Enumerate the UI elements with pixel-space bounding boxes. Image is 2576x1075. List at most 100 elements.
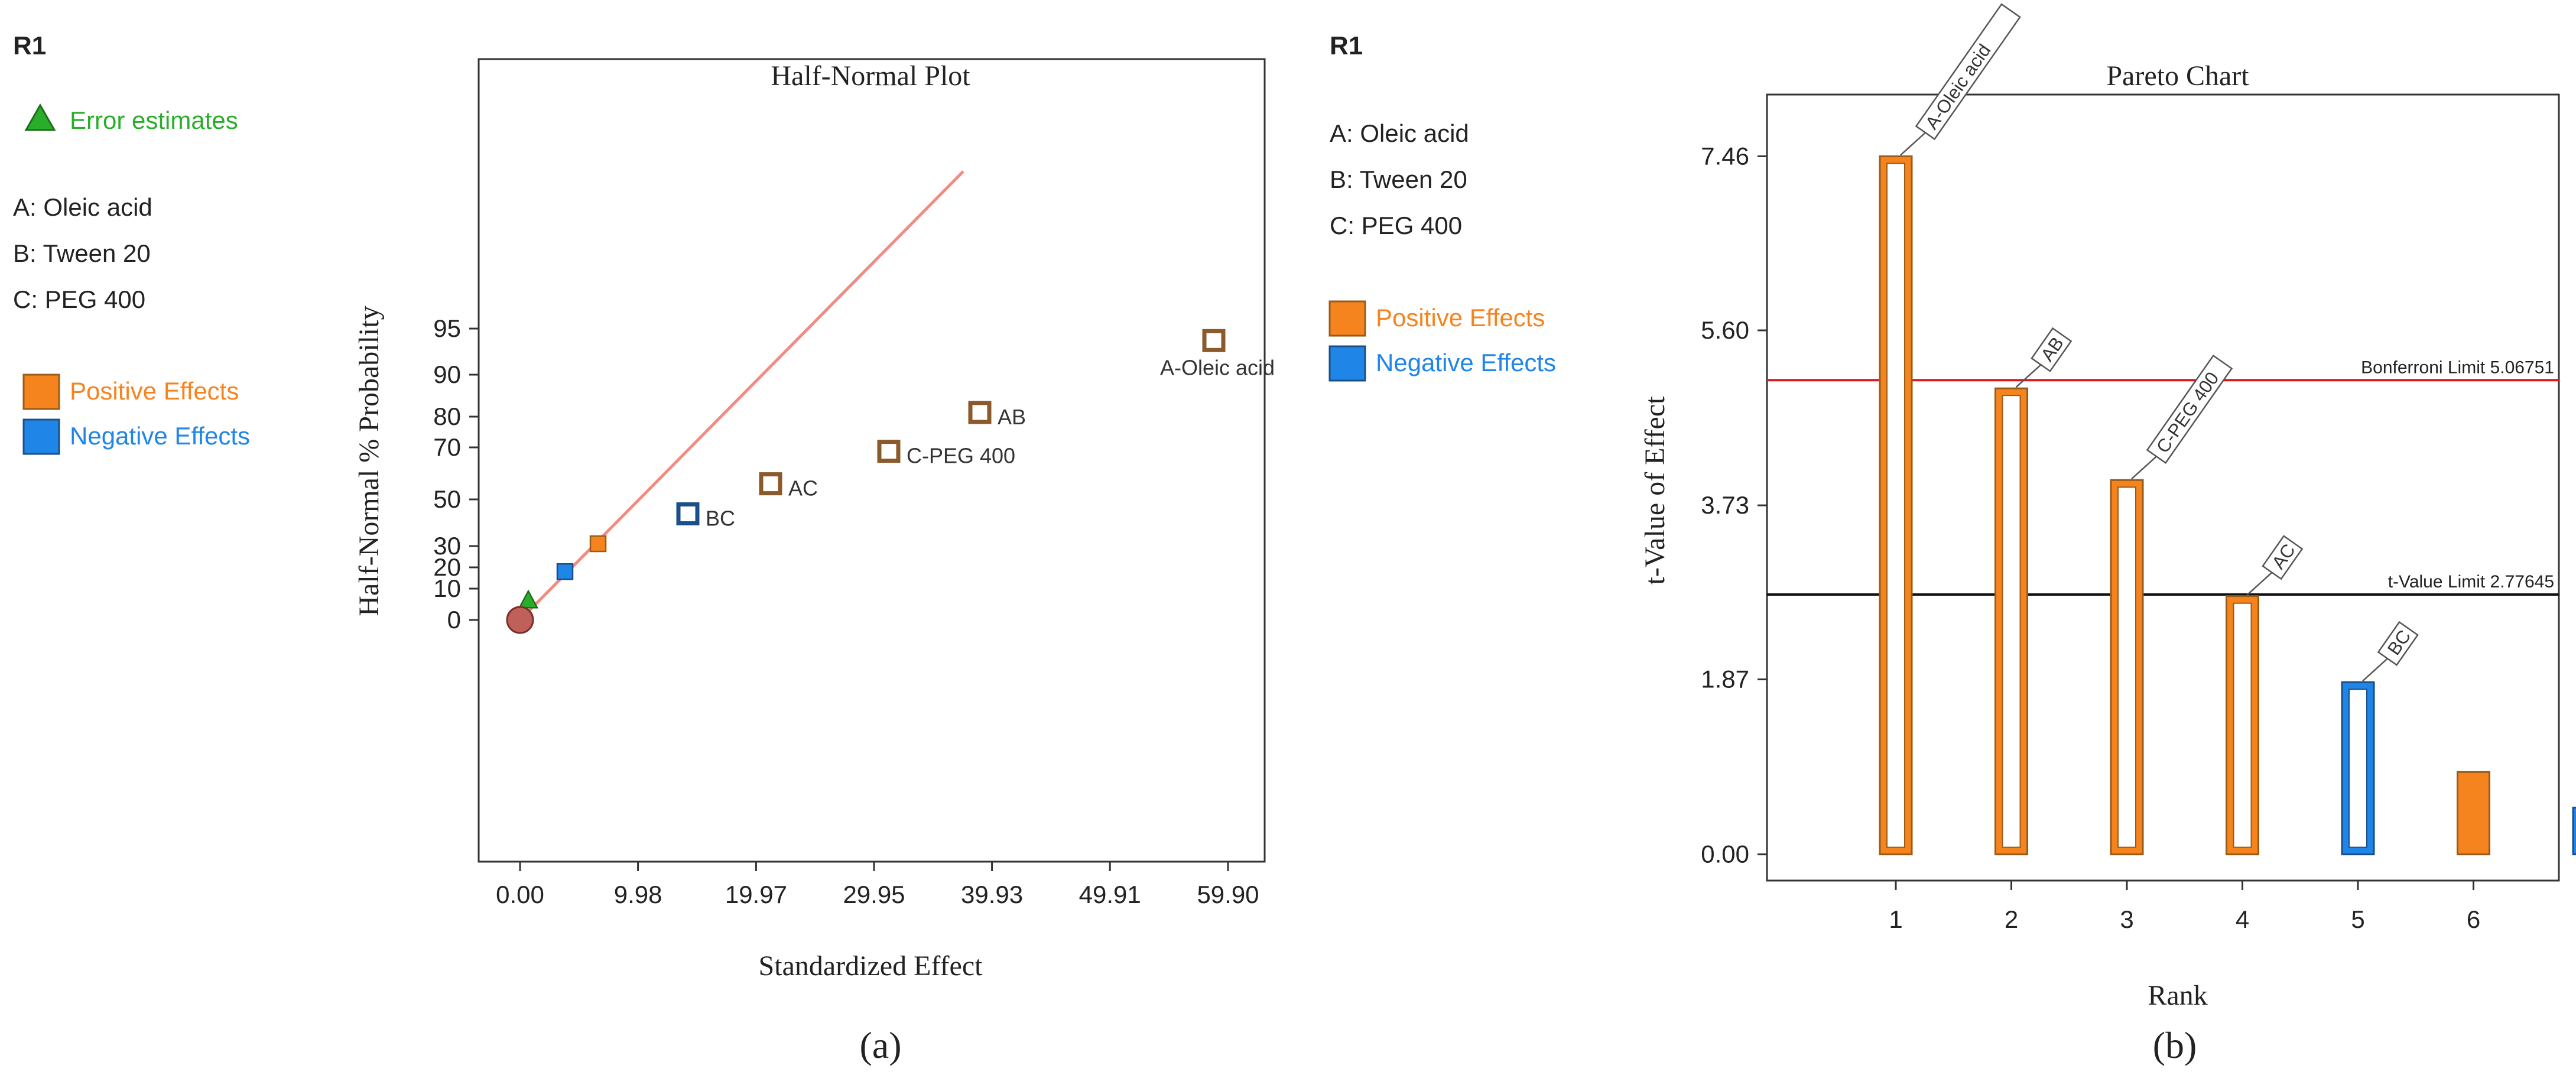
pareto-callout-leader [2246, 571, 2273, 596]
error-estimates-icon [24, 103, 56, 131]
half-normal-x-tick-label: 9.98 [614, 881, 662, 908]
pareto-plot-frame [1766, 93, 2560, 882]
half-normal-points: A-Oleic acid AB C-PEG 400 AC BC [506, 329, 1275, 634]
half-normal-y-tick-label: 80 [433, 402, 461, 430]
half-normal-fit-line [519, 170, 964, 621]
effect-point [968, 401, 992, 424]
pareto-bars: A-Oleic acid AB C-PEG 400 AC BC [1879, 3, 2576, 856]
half-normal-y-tick-label: 70 [433, 433, 461, 461]
half-normal-title: Half-Normal Plot [771, 60, 970, 92]
pareto-callout: AC [2262, 535, 2304, 580]
negative-effects-swatch [22, 418, 60, 455]
pareto-bar-hollow [2117, 486, 2136, 848]
pareto-x-tick-label: 1 [1889, 905, 1902, 933]
half-normal-plot-frame [477, 58, 1266, 863]
pareto-callout-leader [2131, 456, 2157, 480]
half-normal-x-tick-label: 0.00 [496, 881, 544, 908]
pareto-bar [2457, 771, 2490, 856]
pareto-bar-hollow [1886, 163, 1905, 848]
half-normal-x-tick-label: 19.97 [725, 881, 787, 908]
panel-b-response: R1 [1330, 31, 1363, 60]
pareto-bar-label: A-Oleic acid [1921, 40, 1995, 133]
pareto-callout: AB [2031, 327, 2073, 372]
half-normal-x-tick-label: 39.93 [961, 881, 1023, 908]
panel-b-label: (b) [2153, 1024, 2197, 1066]
half-normal-x-tick-label: 49.91 [1079, 881, 1141, 908]
half-normal-y-label: Half-Normal % Probability [353, 306, 385, 616]
effect-point-label: AB [998, 405, 1026, 429]
pareto-x-label: Rank [2148, 980, 2207, 1011]
pareto-x-tick-label: 4 [2236, 905, 2249, 933]
origin-point [506, 606, 534, 634]
half-normal-fit-line-group [519, 170, 964, 621]
pareto-callout-box [1915, 3, 2021, 141]
b-positive-effects-swatch [1328, 300, 1366, 337]
pareto-axis-ticks: 0.001.873.735.607.461234567 [1701, 142, 2480, 934]
pareto-callout-box [2262, 535, 2304, 580]
pareto-y-tick-label: 7.46 [1701, 142, 1749, 170]
pareto-y-tick-label: 0.00 [1701, 840, 1749, 868]
effect-point-label: C-PEG 400 [907, 444, 1015, 468]
pareto-callout-box [2377, 621, 2419, 666]
half-normal-y-tick-label: 95 [433, 314, 461, 342]
legend-error-estimates: Error estimates [70, 106, 238, 134]
panel-a-response: R1 [13, 31, 46, 60]
legend-b-factor-c: C: PEG 400 [1330, 212, 1462, 239]
pareto-x-tick-label: 5 [2351, 905, 2364, 933]
legend-b-factor-b: B: Tween 20 [1330, 165, 1467, 193]
half-normal-x-label: Standardized Effect [759, 950, 983, 982]
pareto-y-tick-label: 1.87 [1701, 665, 1749, 693]
pareto-y-tick-label: 5.60 [1701, 316, 1749, 344]
half-normal-axis-ticks: 0.00 9.98 19.97 29.95 39.93 49.91 59.90 0 102030… [433, 314, 1259, 908]
half-normal-y-tick-label: 20 [433, 553, 461, 581]
pareto-bar-hollow [2002, 395, 2021, 848]
effect-point [1202, 329, 1226, 352]
pareto-bar [2572, 807, 2576, 856]
legend-b-factor-a: A: Oleic acid [1330, 119, 1469, 147]
legend-b-positive-effects: Positive Effects [1376, 304, 1545, 332]
pareto-chart: Pareto Chart 0.001.873.735.607.461234567… [1639, 3, 2576, 1066]
panel-a-legend: R1 Error estimates A: Oleic acid B: Twee… [13, 31, 250, 455]
pareto-title: Pareto Chart [2106, 60, 2249, 92]
half-normal-y-tick-label: 90 [433, 361, 461, 388]
error-effect-point [556, 563, 574, 580]
pareto-callout-box [2146, 354, 2233, 464]
pareto-x-tick-label: 6 [2467, 905, 2480, 933]
legend-factor-b: B: Tween 20 [13, 239, 151, 267]
pareto-callout: BC [2377, 621, 2419, 666]
pareto-x-tick-label: 3 [2120, 905, 2133, 933]
effect-point [759, 472, 782, 496]
half-normal-x-tick-label: 59.90 [1197, 881, 1259, 908]
legend-positive-effects: Positive Effects [70, 377, 239, 405]
effect-point-label: A-Oleic acid [1160, 355, 1275, 379]
effect-point-label: AC [788, 476, 818, 501]
panel-a-label: (a) [859, 1024, 901, 1066]
error-effect-point [589, 535, 607, 553]
legend-factor-a: A: Oleic acid [13, 193, 152, 221]
error-estimate-point [518, 589, 539, 609]
half-normal-y-tick-label: 30 [433, 532, 461, 560]
pareto-callout-leader [1900, 132, 1926, 156]
half-normal-y-tick-label: 10 [433, 574, 461, 602]
legend-negative-effects: Negative Effects [70, 422, 250, 450]
pareto-callout-leader [2362, 658, 2388, 682]
pareto-y-label: t-Value of Effect [1639, 396, 1671, 585]
pareto-reference-label: Bonferroni Limit 5.06751 [2361, 358, 2554, 377]
half-normal-x-tick-label: 29.95 [843, 881, 905, 908]
pareto-callout-leader [2015, 364, 2042, 388]
effect-point [676, 502, 700, 525]
half-normal-plot: Half-Normal Plot 0.00 9.98 19.97 29.95 39.93… [353, 58, 1275, 1066]
panel-b-legend: R1 A: Oleic acid B: Tween 20 C: PEG 400 … [1328, 31, 1556, 382]
half-normal-y-tick-label: 50 [433, 485, 461, 513]
pareto-x-tick-label: 2 [2005, 905, 2018, 933]
legend-b-negative-effects: Negative Effects [1376, 349, 1556, 376]
legend-factor-c: C: PEG 400 [13, 285, 145, 313]
pareto-bar-hollow [2348, 688, 2367, 848]
pareto-callout: C-PEG 400 [2146, 354, 2233, 464]
pareto-reference-label: t-Value Limit 2.77645 [2388, 572, 2554, 592]
pareto-bar-hollow [2233, 602, 2252, 848]
b-negative-effects-swatch [1328, 345, 1366, 382]
effect-point [877, 440, 901, 463]
half-normal-y-tick-label: 0 [447, 606, 461, 634]
